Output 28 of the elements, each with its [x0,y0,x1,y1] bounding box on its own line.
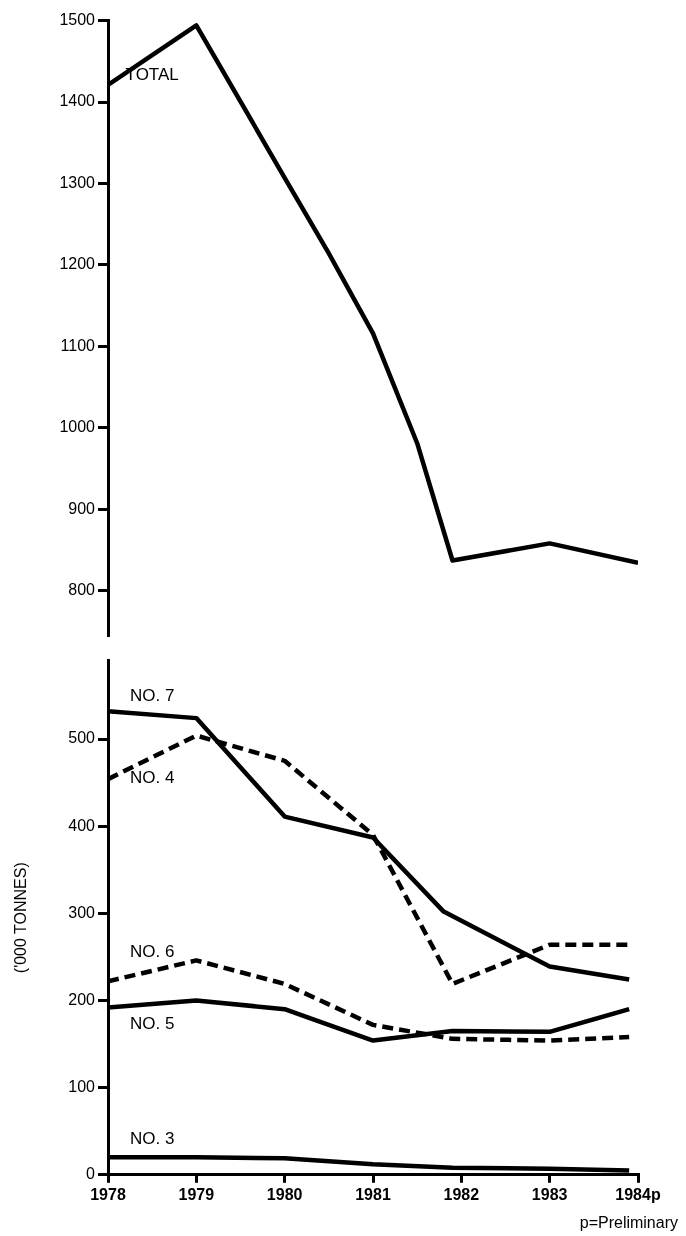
x-tick-label: 1980 [266,1185,303,1203]
x-tick-label: 1983 [531,1185,568,1203]
x-tick-label: 1978 [90,1185,126,1203]
y-tick-label: 1000 [59,418,96,436]
series-label: NO. 7 [129,685,175,705]
series-label: NO. 4 [129,767,175,787]
y-tick-label: 500 [68,729,96,747]
y-tick-label: 200 [68,990,96,1008]
y-tick-label: 1200 [59,255,96,273]
series-label: NO. 3 [129,1128,175,1148]
y-tick-label: 800 [68,581,96,599]
y-tick-label: 100 [68,1078,96,1096]
text: p=Preliminary [578,1214,678,1232]
y-tick-label: 1500 [59,11,96,29]
x-tick-label: 1982 [443,1185,480,1203]
series-label: NO. 5 [129,1014,175,1034]
y-tick-label: 1100 [60,336,96,354]
x-tick-label: 1981 [355,1185,391,1203]
y-tick-label: 900 [68,499,96,517]
series-label: NO. 6 [129,942,175,962]
y-tick-label: 1400 [59,92,96,110]
x-tick-label: 1979 [178,1185,215,1203]
x-tick-label: 1984p [615,1185,661,1203]
y-axis-title: ('000 TONNES) [12,862,30,974]
y-tick-label: 400 [68,816,96,834]
y-tick-label: 1300 [59,173,96,191]
y-tick-label: 300 [68,903,96,921]
y-tick-label: 0 [86,1165,96,1183]
